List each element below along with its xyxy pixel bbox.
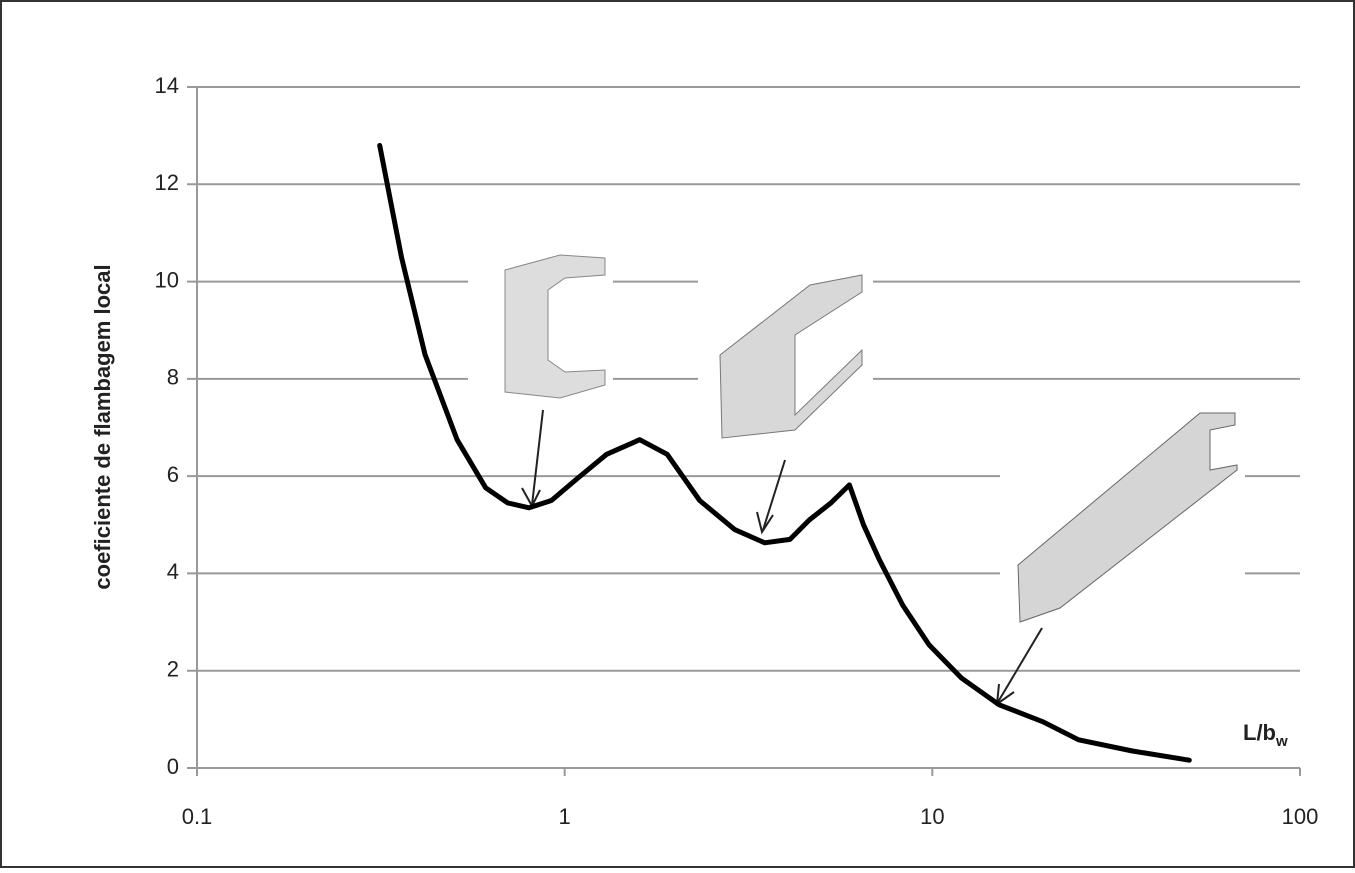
y-tick-label: 4 bbox=[167, 559, 179, 584]
y-tick-label: 6 bbox=[167, 462, 179, 487]
x-axis-label-subscript: w bbox=[1275, 733, 1288, 750]
x-tick-label: 10 bbox=[920, 804, 944, 829]
y-tick-label: 0 bbox=[167, 754, 179, 779]
x-tick-label: 100 bbox=[1282, 804, 1319, 829]
chart: coeficiente de flambagem local L/bw 0 2 4 6… bbox=[0, 0, 1355, 868]
y-axis-label: coeficiente de flambagem local bbox=[90, 264, 115, 589]
x-tick-label: 0.1 bbox=[182, 804, 213, 829]
y-tick-label: 2 bbox=[167, 657, 179, 682]
x-axis-label-main: L/b bbox=[1243, 720, 1276, 745]
y-tick-label: 8 bbox=[167, 365, 179, 390]
y-tick-label: 12 bbox=[155, 170, 179, 195]
y-tick-label: 10 bbox=[155, 267, 179, 292]
y-tick-label: 14 bbox=[155, 73, 179, 98]
x-tick-label: 1 bbox=[559, 804, 571, 829]
